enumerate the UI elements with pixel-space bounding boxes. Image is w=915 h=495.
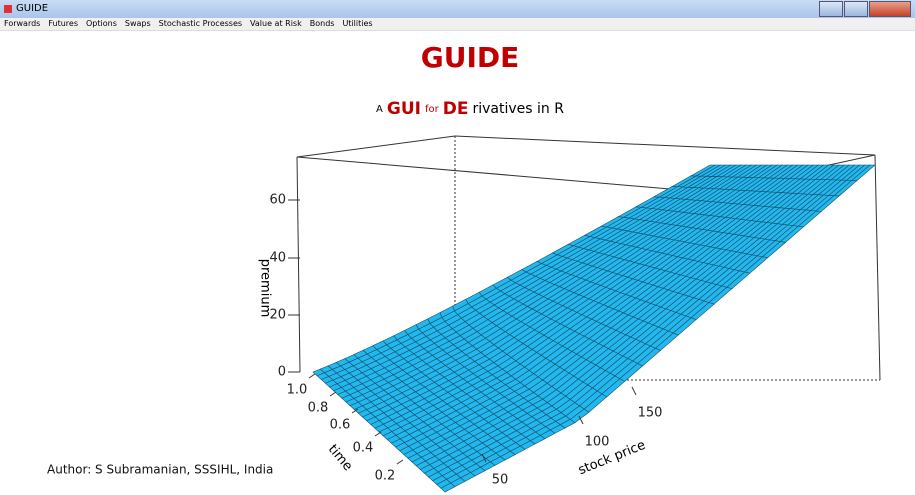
menu-item[interactable]: Utilities <box>342 19 373 28</box>
box-edge <box>874 154 881 381</box>
subtitle: A GUI for DE rivatives in R <box>376 99 564 119</box>
surface <box>312 164 876 493</box>
tick-mark <box>351 408 359 414</box>
window-title: GUIDE <box>16 3 49 14</box>
maximize-button[interactable] <box>844 1 868 17</box>
tick-label: 60 <box>269 193 286 208</box>
minimize-button[interactable] <box>819 1 843 17</box>
tick-mark <box>396 459 404 465</box>
tick-label: 0.4 <box>353 441 374 456</box>
menu-item[interactable]: Futures <box>48 19 78 28</box>
subtitle-part: GUI <box>387 99 421 119</box>
tick-mark <box>481 453 487 463</box>
box-edge <box>296 135 456 158</box>
axis-label: time <box>325 442 355 474</box>
author: Author: S Subramanian, SSSIHL, India <box>47 463 273 477</box>
box-edge <box>296 156 301 373</box>
subtitle-part: DE <box>443 99 469 119</box>
title-bar: GUIDE <box>0 0 915 18</box>
tick-mark <box>329 391 337 397</box>
menu-item[interactable]: Value at Risk <box>250 19 302 28</box>
menu-item[interactable]: Swaps <box>124 19 151 28</box>
tick-label: 0 <box>278 365 286 380</box>
tick-label: 0.2 <box>375 469 396 484</box>
tick-label: 20 <box>269 308 286 323</box>
tick-label: 100 <box>585 435 610 450</box>
subtitle-part: for <box>425 104 440 115</box>
tick-mark <box>308 373 316 379</box>
menu-item[interactable]: Options <box>86 19 117 28</box>
tick-label: 0.8 <box>308 401 329 416</box>
box-edge <box>454 135 876 156</box>
tick-mark <box>578 415 584 425</box>
menu-bar: Forwards Futures Options Swaps Stochastic Pr… <box>0 18 915 31</box>
tick-mark <box>374 431 382 437</box>
tick-mark <box>631 386 637 396</box>
box-edge <box>296 156 706 193</box>
tick-label: 0.6 <box>330 418 351 433</box>
subtitle-part: A <box>376 104 383 115</box>
tick-label: 50 <box>492 473 509 488</box>
tick-label: 150 <box>638 406 663 421</box>
app-icon <box>4 5 12 13</box>
subtitle-part: rivatives in R <box>472 101 564 117</box>
close-button[interactable] <box>869 1 911 17</box>
surface-cell <box>851 164 876 181</box>
menu-item[interactable]: Bonds <box>309 19 335 28</box>
app-heading: GUIDE <box>421 41 520 74</box>
tick-label: 40 <box>269 251 286 266</box>
menu-item[interactable]: Forwards <box>4 19 41 28</box>
tick-label: 1.0 <box>287 383 308 398</box>
menu-item[interactable]: Stochastic Processes <box>158 19 243 28</box>
axis-label: premium <box>258 259 273 318</box>
window-buttons <box>818 1 911 17</box>
